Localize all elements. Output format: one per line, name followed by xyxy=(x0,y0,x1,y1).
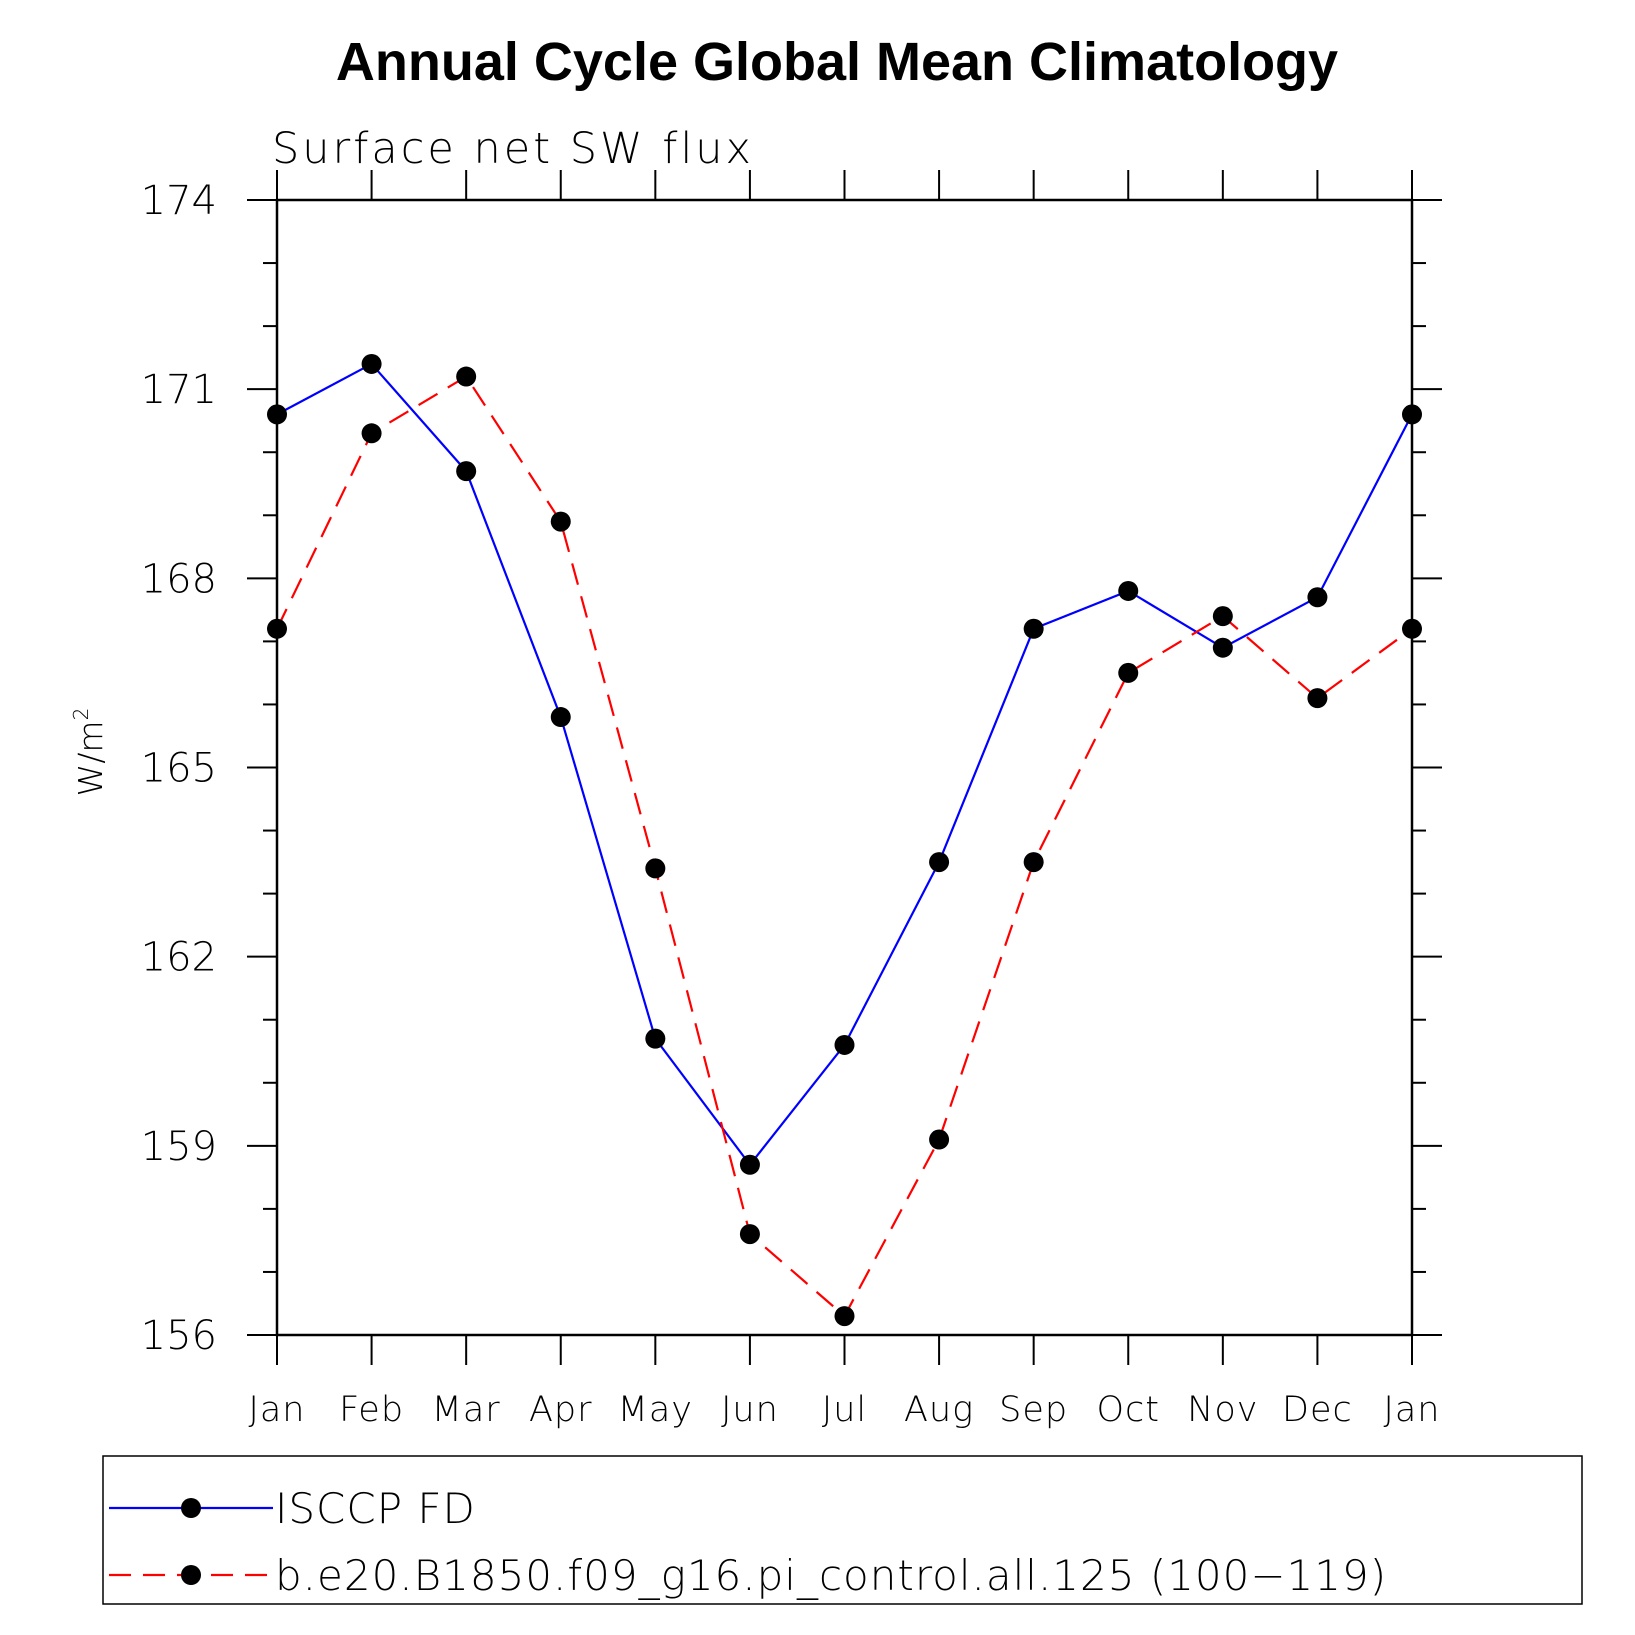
data-point-series-2 xyxy=(1023,852,1044,873)
data-point-series-1 xyxy=(1212,637,1233,658)
data-point-series-1 xyxy=(267,404,287,425)
plot-frame xyxy=(275,198,1414,1337)
legend-marker-1 xyxy=(181,1498,201,1518)
x-tick-label: May xyxy=(618,1390,693,1430)
legend-label-1: ISCCP FD xyxy=(275,1484,476,1533)
data-point-series-2 xyxy=(645,858,666,879)
data-point-series-1 xyxy=(361,353,382,374)
x-tick-label: Sep xyxy=(999,1390,1068,1430)
legend-marker-2 xyxy=(181,1565,201,1585)
data-point-series-2 xyxy=(834,1306,855,1327)
x-tick-label: Oct xyxy=(1096,1390,1160,1430)
y-tick-label: 171 xyxy=(141,367,217,413)
axes: 156 159 162 165 168 171 174 Jan Feb Mar Apr May Jun J… xyxy=(141,170,1442,1430)
data-point-series-2 xyxy=(456,366,477,387)
data-point-series-2 xyxy=(929,1129,950,1150)
x-tick-label: Nov xyxy=(1187,1390,1258,1430)
x-tick-label: Apr xyxy=(529,1390,593,1430)
y-tick-label: 162 xyxy=(141,935,217,981)
x-tick-label: Jun xyxy=(721,1390,779,1430)
data-point-series-1 xyxy=(1307,587,1328,608)
data-point-series-2 xyxy=(739,1224,760,1245)
x-tick-label: Jul xyxy=(822,1390,867,1430)
data-point-series-2 xyxy=(1402,618,1422,639)
y-tick-label: 159 xyxy=(141,1124,217,1170)
y-axis-label: W/m2 xyxy=(69,708,110,797)
x-tick-label: Feb xyxy=(339,1390,404,1430)
x-tick-label: Aug xyxy=(904,1390,974,1430)
y-axis-label-text: W/m xyxy=(71,720,110,796)
chart-title: Annual Cycle Global Mean Climatology xyxy=(336,32,1338,92)
data-point-series-2 xyxy=(1212,606,1233,627)
data-point-series-2 xyxy=(361,423,382,444)
data-point-series-1 xyxy=(1402,404,1422,425)
data-point-series-1 xyxy=(1023,618,1044,639)
data-point-series-1 xyxy=(645,1028,666,1049)
chart-subtitle: Surface net SW flux xyxy=(272,124,754,174)
data-point-series-2 xyxy=(1118,662,1139,683)
data-point-series-1 xyxy=(550,707,571,728)
y-tick-label: 168 xyxy=(141,556,217,602)
x-tick-label: Jan xyxy=(1384,1390,1441,1430)
series-layer xyxy=(267,353,1422,1327)
legend: ISCCP FD b.e20.B1850.f09_g16.pi_control.a… xyxy=(109,1484,1387,1600)
data-point-series-1 xyxy=(456,461,477,482)
data-point-series-2 xyxy=(1307,688,1328,709)
data-point-series-1 xyxy=(929,852,950,873)
data-point-series-1 xyxy=(1118,580,1139,601)
y-axis-label-superscript: 2 xyxy=(69,708,93,721)
x-tick-label: Mar xyxy=(432,1390,501,1430)
data-point-series-1 xyxy=(834,1034,855,1055)
x-tick-label: Dec xyxy=(1282,1390,1353,1430)
x-tick-label: Jan xyxy=(249,1390,306,1430)
y-tick-label: 156 xyxy=(141,1313,217,1359)
legend-box xyxy=(102,1455,1583,1605)
data-point-series-1 xyxy=(739,1154,760,1175)
series-line-2 xyxy=(276,375,1413,1318)
data-point-series-2 xyxy=(267,618,287,639)
y-tick-label: 174 xyxy=(141,178,217,224)
data-point-series-2 xyxy=(550,511,571,532)
legend-label-2: b.e20.B1850.f09_g16.pi_control.all.125 (… xyxy=(275,1551,1387,1600)
y-tick-label: 165 xyxy=(141,746,217,792)
